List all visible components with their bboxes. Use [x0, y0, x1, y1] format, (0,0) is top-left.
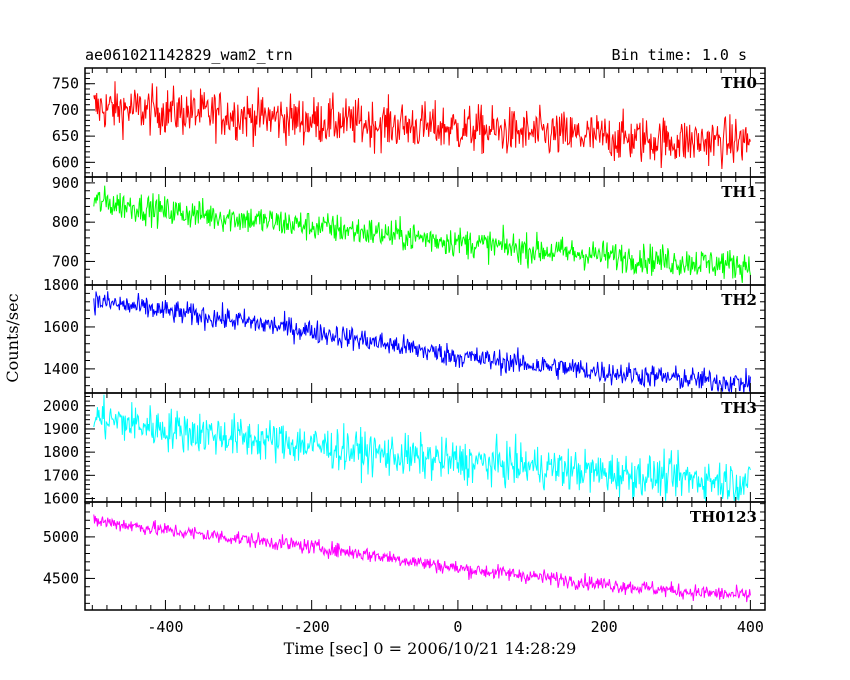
- panel-frame: [84, 501, 766, 611]
- y-tick-label: 5000: [43, 528, 79, 546]
- series-label-th3: TH3: [721, 399, 757, 417]
- series-line-th3: [93, 394, 751, 502]
- y-tick-label: 650: [52, 127, 79, 145]
- y-tick-label: 1800: [43, 276, 79, 294]
- bin-time-label: Bin time: 1.0 s: [612, 46, 747, 64]
- y-tick-label: 2000: [43, 397, 79, 415]
- panel-th3: 1600 1700 1800 1900 2000 TH3: [43, 392, 766, 508]
- y-tick-label: 1800: [43, 443, 79, 461]
- series-line-th1: [93, 185, 751, 283]
- y-tick-label: 800: [52, 213, 79, 231]
- y-tick-label: 700: [52, 252, 79, 270]
- y-tick-label: 1700: [43, 466, 79, 484]
- x-tick-label: -200: [294, 618, 330, 636]
- x-tick-label: -400: [147, 618, 183, 636]
- y-tick-label: 1900: [43, 420, 79, 438]
- y-tick-label: 1400: [43, 360, 79, 378]
- panel-th2: 1400 1600 1800 TH2: [43, 276, 766, 394]
- y-axis-label: Counts/sec: [3, 293, 22, 382]
- y-tick-label: 700: [52, 101, 79, 119]
- series-label-th2: TH2: [721, 291, 757, 309]
- plot-title: ae061021142829_wam2_trn: [85, 46, 293, 64]
- y-tick-label: 1600: [43, 318, 79, 336]
- series-label-th1: TH1: [721, 183, 757, 201]
- x-tick-label: 0: [453, 618, 462, 636]
- y-tick-label: 750: [52, 75, 79, 93]
- y-tick-label: 4500: [43, 569, 79, 587]
- x-tick-label: 400: [737, 618, 764, 636]
- y-tick-label: 600: [52, 153, 79, 171]
- panel-th0: 600 650 700 750 TH0: [52, 67, 766, 178]
- x-tick-label: 200: [591, 618, 618, 636]
- series-label-th0123: TH0123: [690, 508, 757, 526]
- series-line-th2: [93, 291, 751, 393]
- panel-th1: 700 800 900 TH1: [52, 174, 766, 286]
- series-line-th0123: [93, 514, 751, 603]
- y-tick-label: 900: [52, 174, 79, 192]
- panel-frame: [84, 176, 766, 286]
- series-line-th0: [93, 81, 751, 170]
- panel-th0123: 4500 5000 TH0123 -400 -200 0 200 400: [43, 501, 766, 636]
- series-label-th0: TH0: [721, 74, 757, 92]
- y-tick-label: 1600: [43, 490, 79, 508]
- panel-frame: [84, 392, 766, 503]
- panels: 600 650 700 750 TH0 700 800 900 TH1 1400 1600 1800 T…: [43, 67, 766, 636]
- x-axis-label: Time [sec] 0 = 2006/10/21 14:28:29: [284, 639, 577, 658]
